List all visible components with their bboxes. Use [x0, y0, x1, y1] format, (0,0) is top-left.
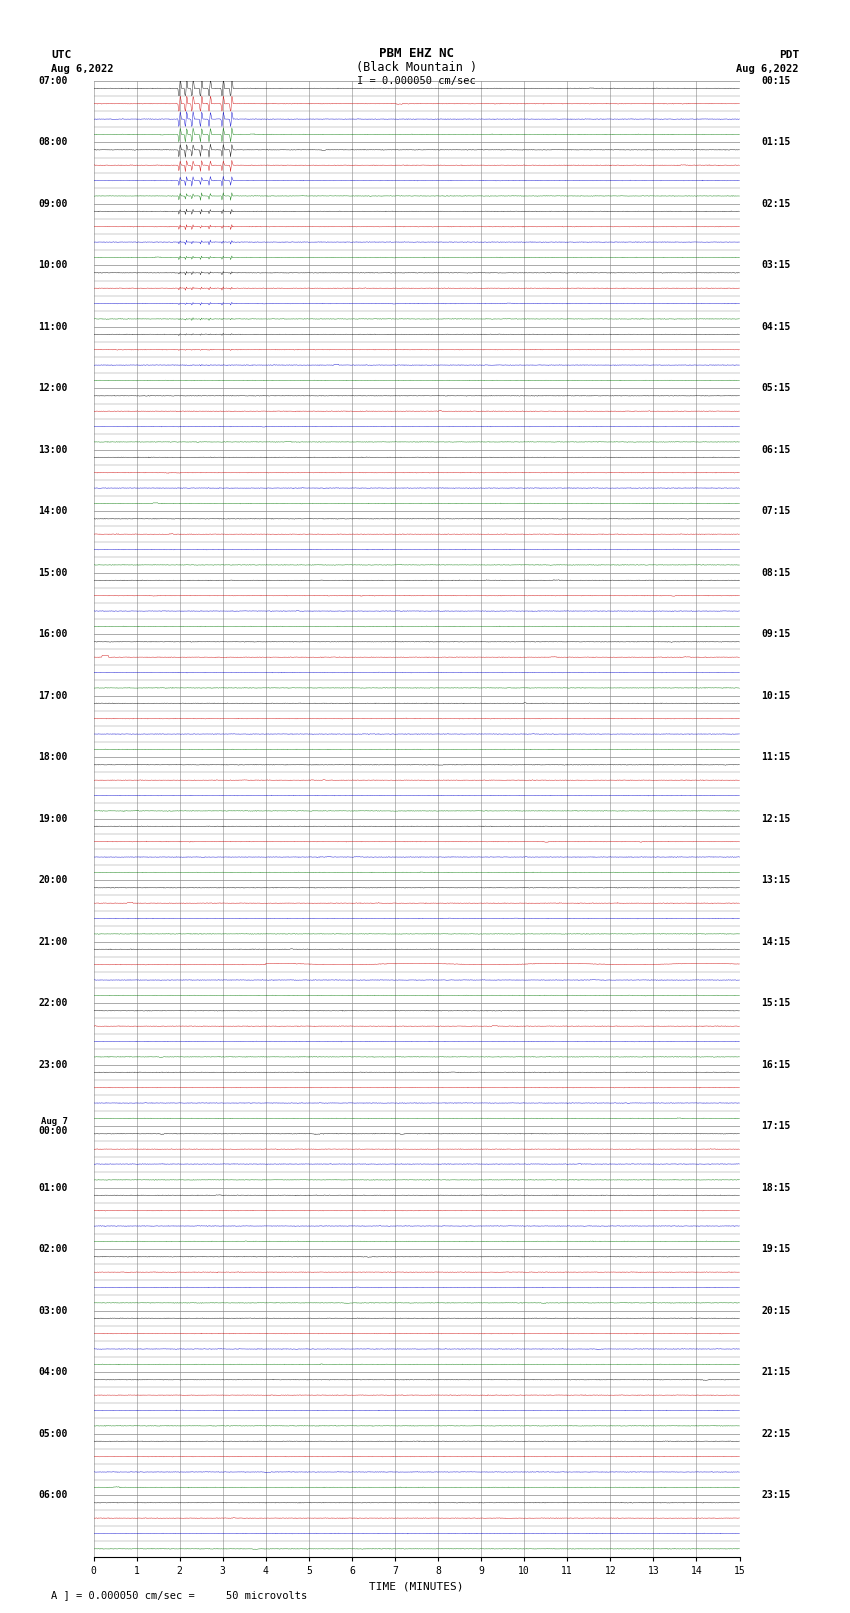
Text: 04:00: 04:00 — [38, 1368, 68, 1378]
Text: UTC: UTC — [51, 50, 71, 60]
Text: 14:15: 14:15 — [761, 937, 790, 947]
Text: 19:15: 19:15 — [761, 1244, 790, 1253]
Text: 13:00: 13:00 — [38, 445, 68, 455]
Text: 21:15: 21:15 — [761, 1368, 790, 1378]
Text: 04:15: 04:15 — [761, 321, 790, 332]
Text: PBM EHZ NC: PBM EHZ NC — [379, 47, 454, 60]
Text: 15:00: 15:00 — [38, 568, 68, 577]
Text: 07:15: 07:15 — [761, 506, 790, 516]
Text: 10:15: 10:15 — [761, 690, 790, 700]
Text: 09:00: 09:00 — [38, 198, 68, 208]
Text: 13:15: 13:15 — [761, 876, 790, 886]
Text: 15:15: 15:15 — [761, 998, 790, 1008]
Text: 17:15: 17:15 — [761, 1121, 790, 1131]
Text: 10:00: 10:00 — [38, 260, 68, 269]
Text: 23:15: 23:15 — [761, 1490, 790, 1500]
Text: 06:15: 06:15 — [761, 445, 790, 455]
Text: 08:15: 08:15 — [761, 568, 790, 577]
Text: Aug 7: Aug 7 — [41, 1118, 68, 1126]
Text: 18:00: 18:00 — [38, 752, 68, 761]
Text: 00:00: 00:00 — [38, 1126, 68, 1136]
Text: I = 0.000050 cm/sec: I = 0.000050 cm/sec — [357, 76, 476, 85]
Text: 22:00: 22:00 — [38, 998, 68, 1008]
Text: 01:00: 01:00 — [38, 1182, 68, 1192]
Text: 12:00: 12:00 — [38, 384, 68, 394]
Text: 02:15: 02:15 — [761, 198, 790, 208]
Text: 18:15: 18:15 — [761, 1182, 790, 1192]
Text: (Black Mountain ): (Black Mountain ) — [356, 61, 477, 74]
Text: 23:00: 23:00 — [38, 1060, 68, 1069]
Text: 03:00: 03:00 — [38, 1305, 68, 1316]
Text: 00:15: 00:15 — [761, 76, 790, 85]
Text: 03:15: 03:15 — [761, 260, 790, 269]
Text: 20:00: 20:00 — [38, 876, 68, 886]
Text: 08:00: 08:00 — [38, 137, 68, 147]
Text: 22:15: 22:15 — [761, 1429, 790, 1439]
Text: 11:00: 11:00 — [38, 321, 68, 332]
Text: 07:00: 07:00 — [38, 76, 68, 85]
Text: 06:00: 06:00 — [38, 1490, 68, 1500]
Text: 16:15: 16:15 — [761, 1060, 790, 1069]
Text: 20:15: 20:15 — [761, 1305, 790, 1316]
Text: 12:15: 12:15 — [761, 813, 790, 824]
Text: 14:00: 14:00 — [38, 506, 68, 516]
Text: 17:00: 17:00 — [38, 690, 68, 700]
Text: 05:00: 05:00 — [38, 1429, 68, 1439]
Text: PDT: PDT — [779, 50, 799, 60]
Text: 01:15: 01:15 — [761, 137, 790, 147]
Text: Aug 6,2022: Aug 6,2022 — [51, 65, 114, 74]
Text: 11:15: 11:15 — [761, 752, 790, 761]
Text: Aug 6,2022: Aug 6,2022 — [736, 65, 799, 74]
Text: 09:15: 09:15 — [761, 629, 790, 639]
Text: 16:00: 16:00 — [38, 629, 68, 639]
Text: 05:15: 05:15 — [761, 384, 790, 394]
X-axis label: TIME (MINUTES): TIME (MINUTES) — [369, 1581, 464, 1590]
Text: 02:00: 02:00 — [38, 1244, 68, 1253]
Text: 21:00: 21:00 — [38, 937, 68, 947]
Text: A ] = 0.000050 cm/sec =     50 microvolts: A ] = 0.000050 cm/sec = 50 microvolts — [51, 1590, 307, 1600]
Text: 19:00: 19:00 — [38, 813, 68, 824]
